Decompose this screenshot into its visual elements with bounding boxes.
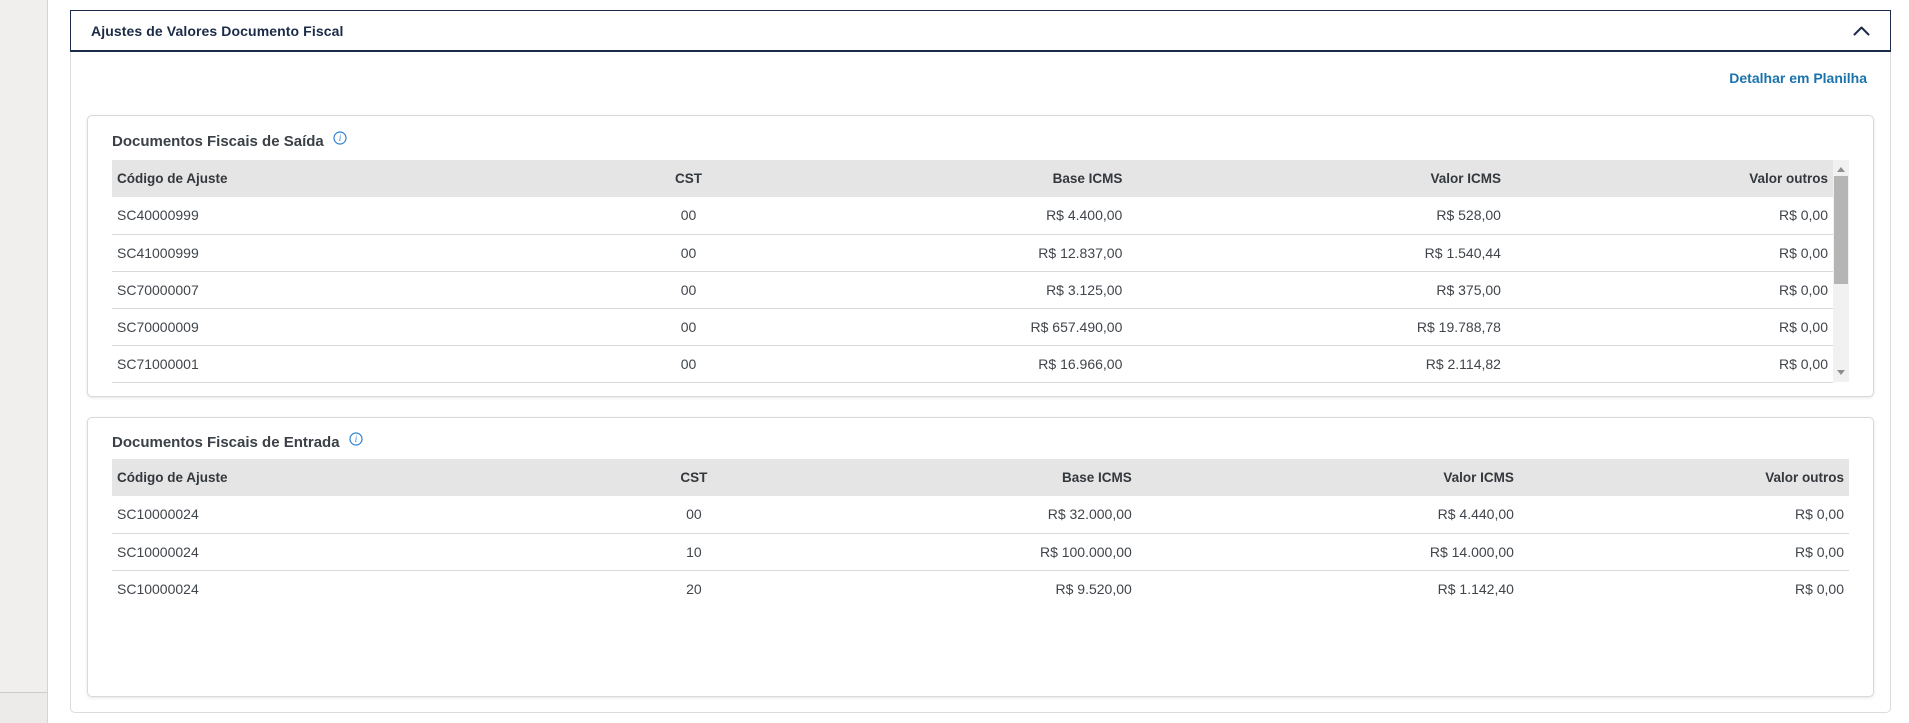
column-header-base-icms: Base ICMS: [789, 459, 1137, 496]
column-header-valor-outros: Valor outros: [1505, 160, 1833, 197]
cell-valor-outros: R$ 0,00: [1518, 533, 1849, 571]
cell-codigo-de-ajuste: SC70000009: [112, 308, 594, 346]
cell-base-icms: R$ 3.125,00: [783, 271, 1128, 309]
entrada-table: Código de Ajuste CST Base ICMS Valor ICMS Va…: [112, 459, 1849, 607]
table-row: SC70000007 00 R$ 3.125,00 R$ 375,00 R$ 0,00: [112, 271, 1833, 309]
cell-cst: 00: [593, 271, 784, 309]
column-header-cst: CST: [598, 459, 790, 496]
cell-valor-icms: R$ 375,00: [1127, 271, 1506, 309]
cell-cst: 20: [686, 580, 702, 597]
card-title-row: Documentos Fiscais de Entrada i: [112, 418, 1849, 451]
cell-cst: 00: [598, 496, 790, 534]
info-icon[interactable]: i: [348, 431, 363, 446]
cell-cst: 00: [593, 345, 784, 383]
card-documentos-saida: Documentos Fiscais de Saída i Código de …: [87, 115, 1874, 397]
cell-valor-icms: R$ 1.540,44: [1127, 234, 1506, 272]
table-row: SC41000999 00 R$ 12.837,00 R$ 1.540,44 R$ 0,…: [112, 234, 1833, 272]
cell-codigo-de-ajuste: SC70000007: [112, 271, 594, 309]
sidebar-divider: [0, 692, 47, 693]
card-title-saida: Documentos Fiscais de Saída: [112, 133, 324, 150]
cell-base-icms: R$ 4.400,00: [783, 197, 1128, 235]
cell-valor-icms: R$ 2.114,82: [1127, 345, 1506, 383]
saida-table-wrap: Código de Ajuste CST Base ICMS Valor ICMS Va…: [112, 160, 1849, 383]
table-row: SC40000999 00 R$ 4.400,00 R$ 528,00 R$ 0,00: [112, 197, 1833, 235]
cell-codigo-de-ajuste: SC71000001: [112, 345, 594, 383]
cell-valor-outros: R$ 0,00: [1505, 271, 1833, 309]
panel-body: Detalhar em Planilha Documentos Fiscais …: [70, 52, 1891, 713]
cell-cst: 00: [593, 234, 784, 272]
cell-cst: 10: [598, 533, 790, 571]
cell-base-icms: R$ 657.490,00: [783, 308, 1128, 346]
cell-codigo-de-ajuste: SC10000024: [117, 580, 199, 597]
cell-base-icms: R$ 9.520,00: [1055, 580, 1132, 597]
column-header-base-icms: Base ICMS: [783, 160, 1128, 197]
cell-codigo-de-ajuste: SC10000024: [112, 533, 599, 571]
cell-base-icms: R$ 16.966,00: [783, 345, 1128, 383]
cell-cst: 00: [593, 197, 784, 235]
cell-base-icms: R$ 32.000,00: [789, 496, 1137, 534]
cell-valor-icms: R$ 19.788,78: [1127, 308, 1506, 346]
table-scrollbar[interactable]: [1833, 160, 1849, 382]
cell-base-icms: R$ 100.000,00: [789, 533, 1137, 571]
scrollbar-up-arrow-icon[interactable]: [1837, 167, 1845, 172]
cell-valor-outros: R$ 0,00: [1505, 345, 1833, 383]
cell-base-icms: R$ 12.837,00: [783, 234, 1128, 272]
cell-valor-outros: R$ 0,00: [1518, 496, 1849, 534]
cell-valor-outros: R$ 0,00: [1794, 580, 1844, 597]
cell-valor-icms: R$ 1.142,40: [1437, 580, 1514, 597]
header-row: Código de Ajuste CST Base ICMS Valor ICMS Va…: [112, 160, 1833, 197]
column-header-valor-outros: Valor outros: [1518, 459, 1849, 496]
scrollbar-down-arrow-icon[interactable]: [1837, 370, 1845, 375]
column-header-codigo-de-ajuste: Código de Ajuste: [112, 160, 594, 197]
table-row: SC71000001 00 R$ 16.966,00 R$ 2.114,82 R$ 0,…: [112, 345, 1833, 383]
table-row: SC10000024 10 R$ 100.000,00 R$ 14.000,00 R$ …: [112, 533, 1849, 571]
column-header-cst: CST: [593, 160, 784, 197]
cell-valor-icms: R$ 14.000,00: [1136, 533, 1519, 571]
cell-codigo-de-ajuste: SC10000024: [112, 496, 599, 534]
scrollbar-thumb[interactable]: [1834, 176, 1848, 284]
sidebar-bottom-strip: [0, 693, 47, 723]
svg-text:i: i: [354, 434, 357, 444]
cell-valor-outros: R$ 0,00: [1505, 308, 1833, 346]
table-row: SC70000009 00 R$ 657.490,00 R$ 19.788,78 R$ …: [112, 308, 1833, 346]
svg-text:i: i: [338, 133, 341, 143]
header-row: Código de Ajuste CST Base ICMS Valor ICMS Va…: [112, 459, 1849, 496]
column-header-valor-icms: Valor ICMS: [1127, 160, 1506, 197]
cell-valor-icms: R$ 528,00: [1127, 197, 1506, 235]
saida-table: Código de Ajuste CST Base ICMS Valor ICMS Va…: [112, 160, 1833, 383]
card-title-entrada: Documentos Fiscais de Entrada: [112, 434, 340, 451]
cell-valor-outros: R$ 0,00: [1505, 234, 1833, 272]
card-title-row: Documentos Fiscais de Saída i: [112, 116, 1849, 150]
table-row: SC10000024 00 R$ 32.000,00 R$ 4.440,00 R$ 0,…: [112, 496, 1849, 534]
table-row: SC10000024 20 R$ 9.520,00 R$ 1.142,40 R$ 0,0…: [112, 570, 1849, 607]
cell-valor-icms: R$ 4.440,00: [1136, 496, 1519, 534]
cell-codigo-de-ajuste: SC41000999: [112, 234, 594, 272]
column-header-codigo-de-ajuste: Código de Ajuste: [112, 459, 599, 496]
cell-cst: 00: [593, 308, 784, 346]
link-row: Detalhar em Planilha: [71, 52, 1890, 86]
chevron-up-icon[interactable]: [1853, 26, 1870, 36]
info-icon[interactable]: i: [333, 130, 347, 145]
cell-valor-outros: R$ 0,00: [1505, 197, 1833, 235]
panel-title: Ajustes de Valores Documento Fiscal: [91, 22, 344, 39]
column-header-valor-icms: Valor ICMS: [1136, 459, 1519, 496]
left-sidebar: [0, 0, 48, 723]
entrada-table-wrap: Código de Ajuste CST Base ICMS Valor ICMS Va…: [112, 459, 1849, 607]
panel-header-ajustes[interactable]: Ajustes de Valores Documento Fiscal: [70, 10, 1891, 52]
cell-codigo-de-ajuste: SC40000999: [112, 197, 594, 235]
detalhar-em-planilha-link[interactable]: Detalhar em Planilha: [1729, 70, 1867, 86]
card-documentos-entrada: Documentos Fiscais de Entrada i Código d…: [87, 417, 1874, 697]
